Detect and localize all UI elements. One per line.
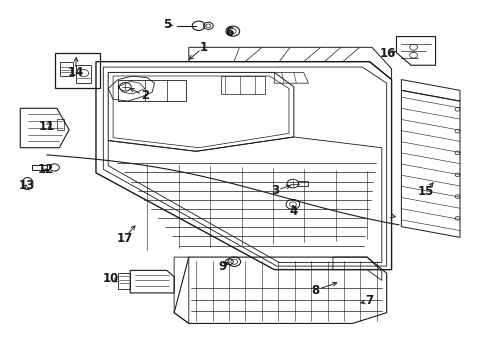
Text: 1: 1 [199,41,208,54]
Text: 5: 5 [163,18,171,31]
Text: 2: 2 [141,89,149,102]
Text: 8: 8 [312,284,320,297]
Text: 9: 9 [218,260,226,273]
Text: 14: 14 [67,66,84,79]
Text: 6: 6 [225,27,234,40]
Text: 7: 7 [366,294,374,307]
Text: 16: 16 [380,47,396,60]
Text: 10: 10 [102,272,119,285]
Text: 11: 11 [39,120,55,133]
Text: 3: 3 [271,184,279,197]
Text: 17: 17 [116,231,132,244]
Text: 15: 15 [417,185,434,198]
Text: 12: 12 [38,163,54,176]
Text: 13: 13 [19,179,35,192]
Text: 4: 4 [290,205,298,218]
